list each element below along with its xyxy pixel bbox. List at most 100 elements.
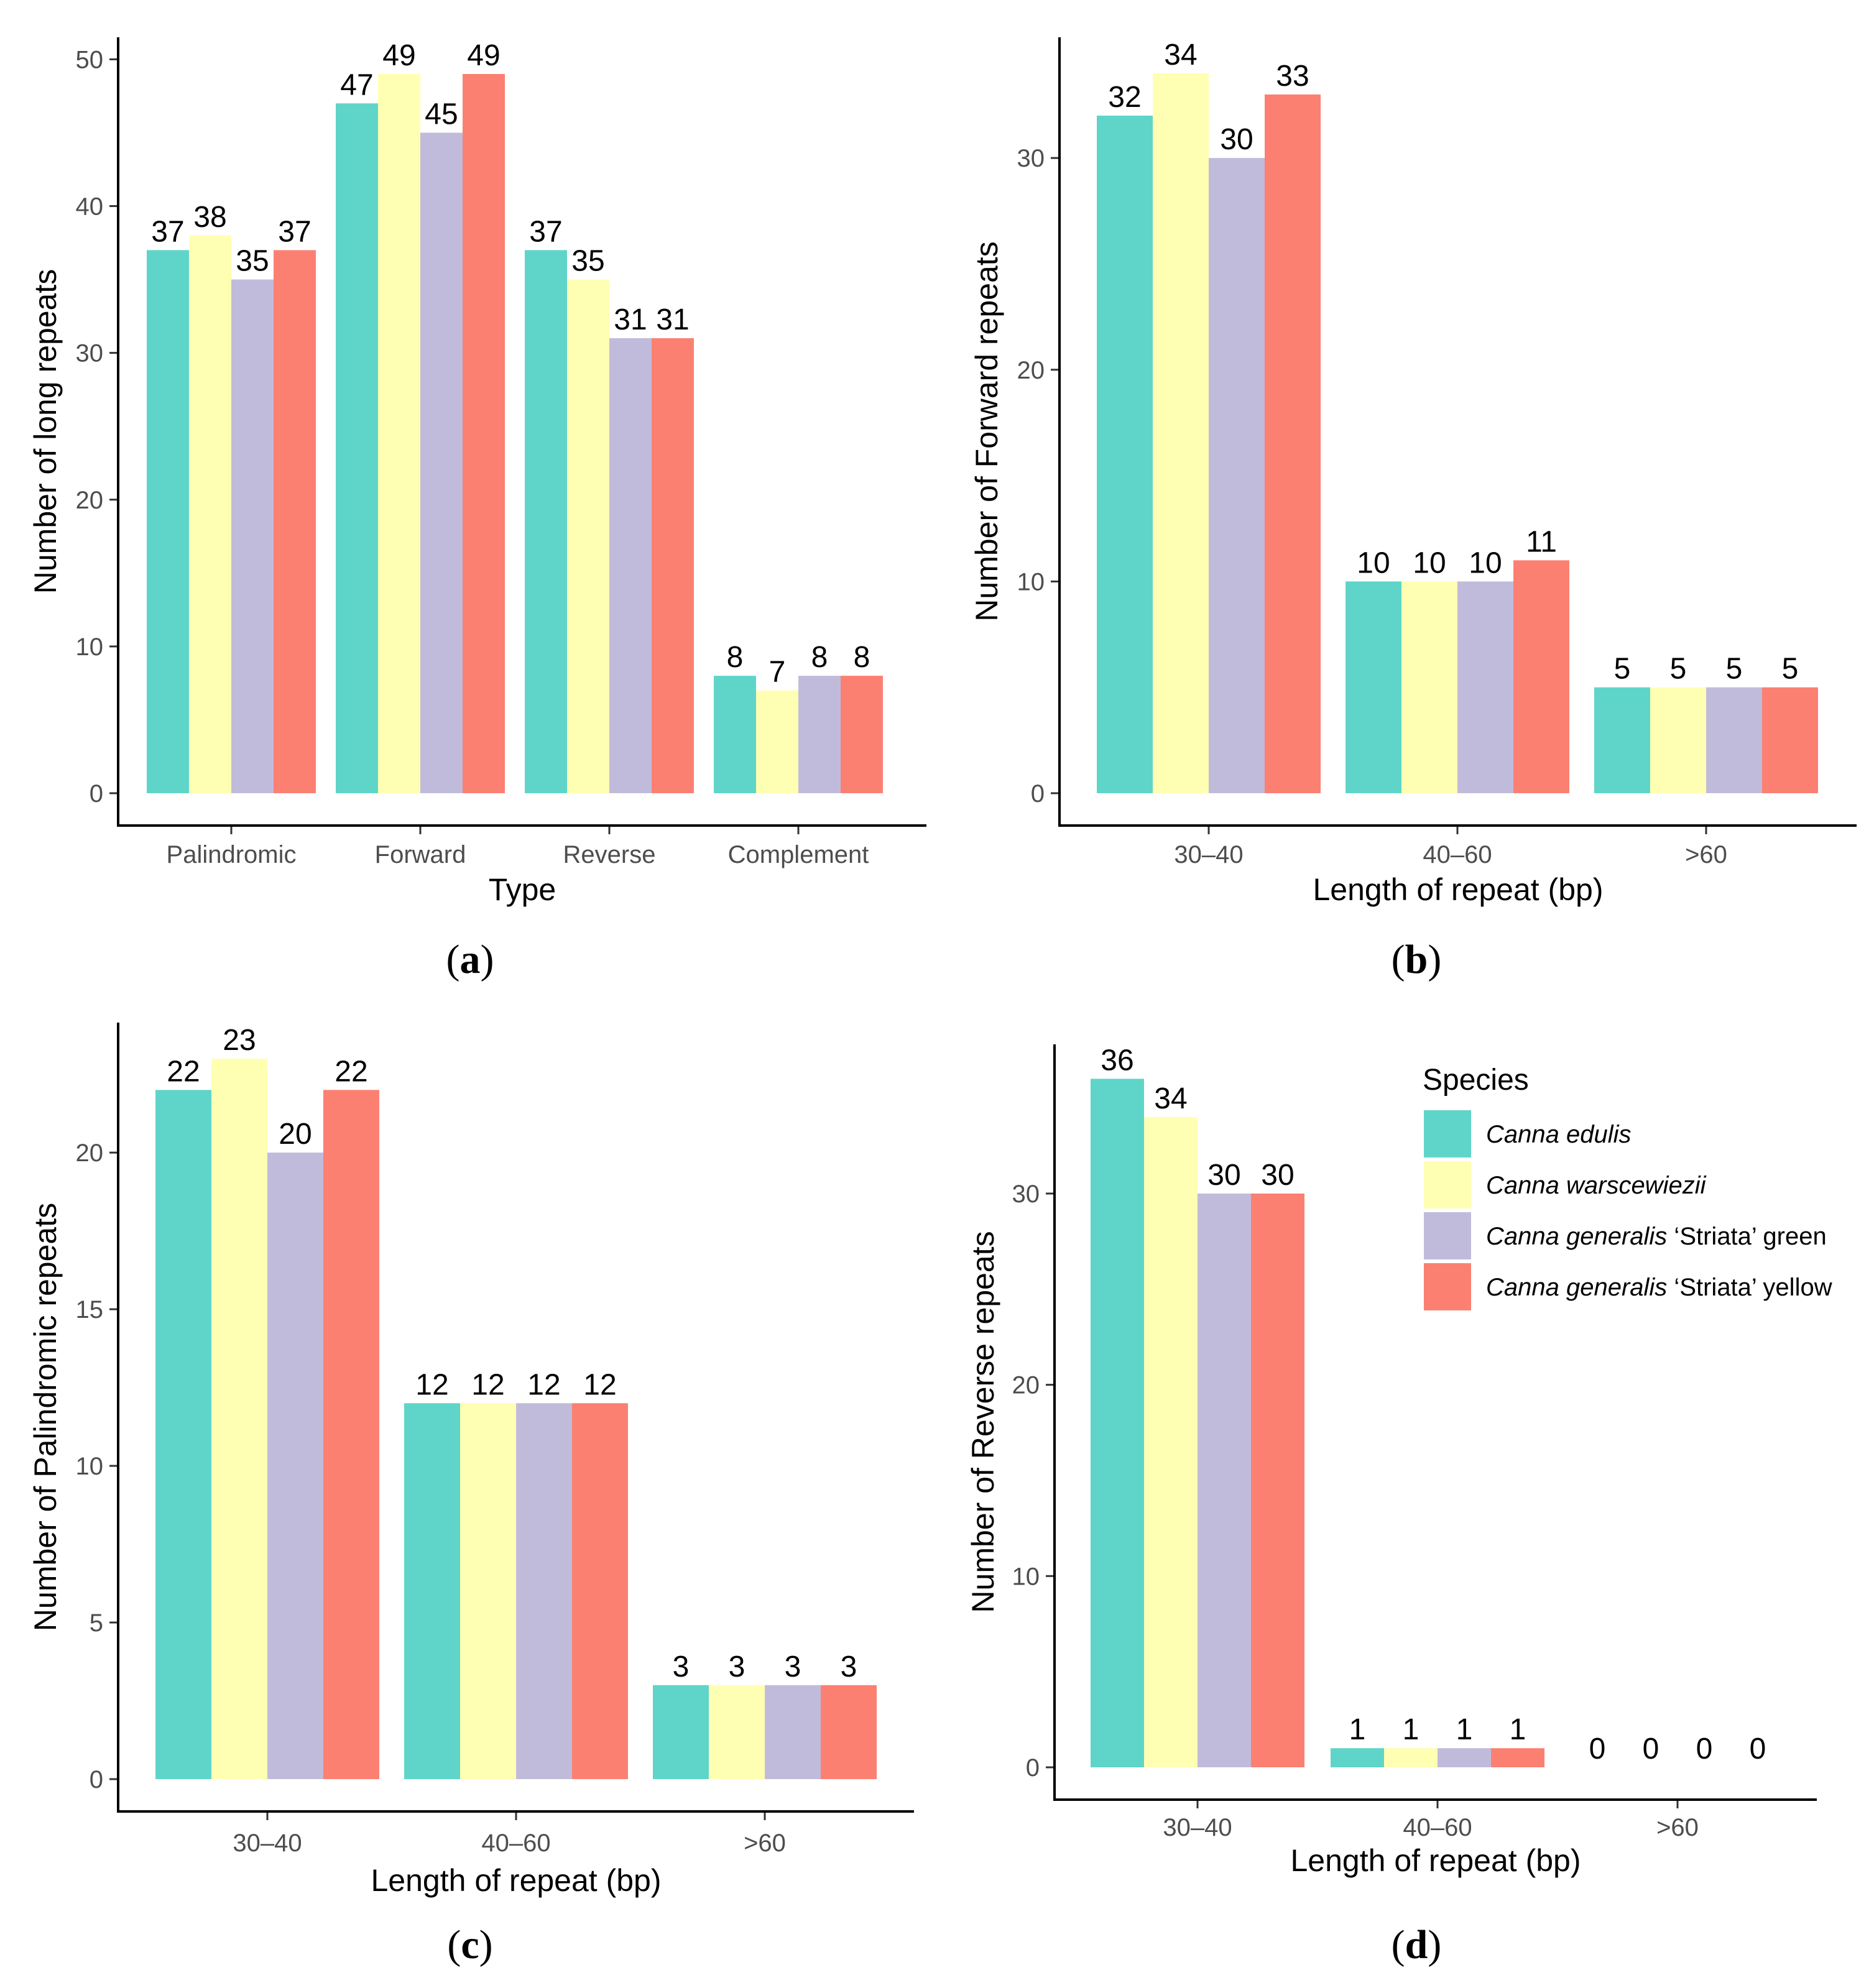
panel-b-data-label: 34 xyxy=(1164,39,1197,71)
panel-d-data-label: 30 xyxy=(1261,1159,1294,1192)
panel-b-bar xyxy=(1345,581,1401,793)
panel-a-y-tick-label: 20 xyxy=(76,487,104,514)
panel-a-y-tick-label: 50 xyxy=(76,46,104,73)
panel-a-y-tick-label: 30 xyxy=(76,340,104,367)
panel-a-data-label: 49 xyxy=(382,39,415,72)
panel-d-data-label: 34 xyxy=(1154,1082,1187,1115)
panel-d-data-label: 30 xyxy=(1207,1159,1240,1192)
panel-d-y-title: Number of Reverse repeats xyxy=(966,1231,1000,1613)
panel-b-bar xyxy=(1265,94,1321,793)
panel-b-data-labels: 32 34 30 33 10 10 10 11 5 5 5 5 xyxy=(1108,39,1798,686)
panel-d-data-label: 0 xyxy=(1643,1733,1659,1765)
panel-b-bar xyxy=(1650,687,1706,793)
panel-d-data-label: 0 xyxy=(1589,1733,1606,1765)
panel-d-x-ticks: 30–40 40–60 >60 xyxy=(1163,1800,1699,1841)
legend-label: Canna edulis xyxy=(1486,1121,1632,1148)
panel-c-bar xyxy=(460,1403,516,1779)
panel-d-y-tick-label: 30 xyxy=(1012,1180,1040,1208)
panel-a-bar xyxy=(525,250,567,794)
panel-c-bar xyxy=(653,1685,709,1779)
panel-b-data-label: 5 xyxy=(1670,653,1687,686)
panel-d-bar xyxy=(1144,1116,1198,1767)
legend-key xyxy=(1424,1110,1471,1157)
panel-d-bar xyxy=(1331,1748,1384,1767)
panel-a-x-title: Type xyxy=(489,872,556,907)
panel-a-y-title: Number of long repeats xyxy=(28,269,63,594)
panel-b-data-label: 32 xyxy=(1108,81,1141,114)
panel-d-bar xyxy=(1384,1748,1438,1767)
panel-c-data-labels: 22 23 20 22 12 12 12 12 3 3 3 3 xyxy=(167,1024,857,1683)
panel-a-data-label: 45 xyxy=(425,98,458,131)
panel-c-data-label: 3 xyxy=(841,1650,857,1683)
legend-key xyxy=(1424,1161,1471,1208)
panel-b-bar xyxy=(1401,581,1457,793)
panel-b-x-tick-label: 40–60 xyxy=(1423,841,1492,868)
panel-c-bar xyxy=(516,1403,572,1779)
panel-b-bar xyxy=(1513,560,1569,793)
panel-d-x-tick-label: 40–60 xyxy=(1403,1814,1472,1841)
panel-a-bar xyxy=(231,279,274,793)
panel-a-bar xyxy=(609,338,652,793)
panel-c-bar xyxy=(267,1153,323,1779)
legend-key xyxy=(1424,1212,1471,1259)
panel-a-data-label: 35 xyxy=(236,245,269,278)
panel-b-bar xyxy=(1762,687,1818,793)
panel-b-data-label: 11 xyxy=(1526,525,1557,558)
panel-c-y-ticks: 0 5 10 15 20 xyxy=(76,1139,118,1793)
panel-a-data-label: 37 xyxy=(278,215,311,248)
panel-a-bar xyxy=(652,338,694,793)
panel-a-bar xyxy=(567,279,609,793)
panel-b-data-label: 33 xyxy=(1276,60,1309,93)
panel-d-bar xyxy=(1438,1748,1491,1767)
panel-a-data-label: 8 xyxy=(727,641,744,674)
panel-a-bar xyxy=(189,235,231,793)
panel-d-data-label: 36 xyxy=(1101,1044,1133,1077)
panel-c-data-label: 23 xyxy=(223,1024,256,1057)
panel-b-x-ticks: 30–40 40–60 >60 xyxy=(1174,826,1727,868)
panel-d-bar xyxy=(1491,1748,1544,1767)
panel-a-bar xyxy=(756,690,798,793)
panel-c-data-label: 3 xyxy=(785,1650,801,1683)
panel-a-data-label: 38 xyxy=(193,201,226,234)
panel-c-x-title: Length of repeat (bp) xyxy=(371,1863,662,1898)
panel-b-data-label: 30 xyxy=(1220,123,1253,156)
panel-b-x-tick-label: 30–40 xyxy=(1174,841,1243,868)
panel-b-data-label: 5 xyxy=(1782,653,1799,686)
panel-c-data-label: 3 xyxy=(673,1650,690,1683)
panel-b-bar xyxy=(1153,73,1209,793)
panel-c-bar xyxy=(155,1090,211,1779)
panel-b-y-tick-label: 10 xyxy=(1017,568,1045,596)
panel-c-bar xyxy=(709,1685,765,1779)
panel-c-x-tick-label: 40–60 xyxy=(481,1829,550,1857)
panel-b-y-title: Number of Forward repeats xyxy=(969,241,1004,621)
panel-b: 32 34 30 33 10 10 10 11 5 5 5 5 0 10 20 30 30–40 40–60 >… xyxy=(969,37,1857,982)
panel-d-data-label: 1 xyxy=(1349,1713,1366,1746)
panel-d-letter: (d) xyxy=(1392,1922,1442,1967)
legend-items: Canna edulis Canna warscewiezii Canna gene… xyxy=(1424,1110,1832,1310)
panel-b-bar xyxy=(1594,687,1650,793)
panel-a-data-label: 8 xyxy=(811,641,828,674)
panel-d-bar xyxy=(1251,1193,1304,1767)
panel-a-bar xyxy=(147,250,189,794)
panel-a-bar xyxy=(798,676,841,793)
panel-a-y-tick-label: 0 xyxy=(90,780,103,808)
panel-a-bar xyxy=(714,676,756,793)
panel-a-data-label: 31 xyxy=(656,303,689,336)
panel-c-y-tick-label: 5 xyxy=(90,1609,103,1637)
legend-title: Species xyxy=(1423,1064,1529,1097)
panel-a-y-tick-label: 10 xyxy=(76,633,104,661)
panel-c-y-tick-label: 0 xyxy=(90,1766,103,1793)
panel-b-x-tick-label: >60 xyxy=(1685,841,1727,868)
panel-b-bar xyxy=(1457,581,1513,793)
panel-c-data-label: 22 xyxy=(167,1055,200,1088)
panel-a-data-label: 7 xyxy=(769,656,786,689)
panel-c-data-label: 3 xyxy=(729,1650,745,1683)
panel-c-bar xyxy=(323,1090,379,1779)
panel-d-data-label: 0 xyxy=(1696,1733,1713,1765)
panel-a-data-label: 8 xyxy=(854,641,870,674)
panel-b-y-tick-label: 30 xyxy=(1017,145,1045,172)
panel-c-bar xyxy=(572,1403,628,1779)
